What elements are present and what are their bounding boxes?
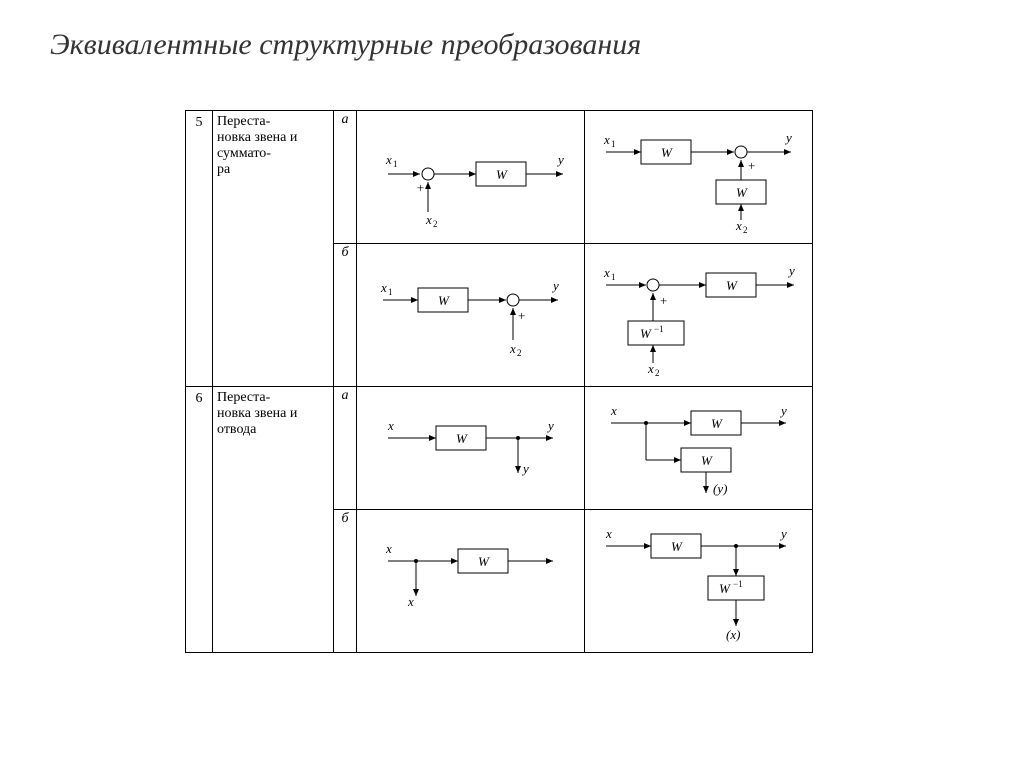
svg-text:y: y <box>787 263 795 278</box>
svg-text:x: x <box>647 361 654 376</box>
svg-text:W: W <box>661 145 673 160</box>
svg-text:W: W <box>496 167 508 182</box>
svg-text:x: x <box>735 218 742 233</box>
svg-text:2: 2 <box>743 225 748 235</box>
svg-text:+: + <box>748 158 755 173</box>
svg-text:y: y <box>779 526 787 541</box>
row-desc: Переста-новка звена и суммато-ра <box>213 111 334 387</box>
svg-text:−1: −1 <box>733 579 743 589</box>
svg-text:W: W <box>701 453 713 468</box>
svg-text:y: y <box>551 278 559 293</box>
page-title: Эквивалентные структурные преобразования <box>0 0 1024 62</box>
svg-text:+: + <box>416 180 425 195</box>
svg-text:1: 1 <box>388 287 393 297</box>
svg-text:−1: −1 <box>654 324 664 334</box>
svg-text:W: W <box>711 416 723 431</box>
transforms-table: 5 Переста-новка звена и суммато-ра а x1 … <box>185 110 813 653</box>
svg-text:2: 2 <box>433 219 438 229</box>
svg-text:x: x <box>605 526 612 541</box>
diagram-6b-left: x x W <box>357 510 585 653</box>
svg-text:1: 1 <box>393 159 398 169</box>
svg-text:2: 2 <box>517 348 522 358</box>
svg-text:W: W <box>736 185 748 200</box>
svg-text:x: x <box>610 403 617 418</box>
svg-text:y: y <box>546 418 554 433</box>
svg-text:x: x <box>380 280 387 295</box>
svg-text:(y): (y) <box>713 481 727 496</box>
svg-text:1: 1 <box>611 139 616 149</box>
svg-text:x: x <box>385 152 392 167</box>
svg-text:x: x <box>425 212 432 227</box>
svg-text:y: y <box>556 152 564 167</box>
diagram-5b-left: x1 W y + x2 <box>357 244 585 387</box>
diagram-5a-left: x1 + x2 W y <box>357 111 585 244</box>
row-num: 6 <box>186 387 213 653</box>
diagram-5a-right: x1 W y x2 W + <box>585 111 813 244</box>
diagram-6a-right: x W y W (y) <box>585 387 813 510</box>
svg-text:1: 1 <box>611 272 616 282</box>
svg-text:(x): (x) <box>726 627 740 642</box>
sub-label: б <box>334 510 357 653</box>
row-desc: Переста-новка звена и отвода <box>213 387 334 653</box>
sub-label: а <box>334 111 357 244</box>
svg-text:y: y <box>779 403 787 418</box>
svg-text:x: x <box>387 418 394 433</box>
svg-text:y: y <box>784 130 792 145</box>
svg-text:+: + <box>660 293 667 308</box>
diagram-5b-right: x1 W y x2 W−1 + <box>585 244 813 387</box>
svg-text:y: y <box>521 461 529 476</box>
svg-text:x: x <box>603 132 610 147</box>
svg-text:W: W <box>456 431 468 446</box>
svg-text:W: W <box>640 326 652 341</box>
svg-text:W: W <box>726 278 738 293</box>
svg-text:x: x <box>603 265 610 280</box>
svg-text:x: x <box>385 541 392 556</box>
svg-text:x: x <box>407 594 414 609</box>
sub-label: а <box>334 387 357 510</box>
svg-text:W: W <box>478 554 490 569</box>
svg-text:2: 2 <box>655 368 660 378</box>
diagram-6b-right: x W y W−1 (x) <box>585 510 813 653</box>
svg-text:x: x <box>509 341 516 356</box>
sub-label: б <box>334 244 357 387</box>
row-num: 5 <box>186 111 213 387</box>
svg-text:W: W <box>719 581 731 596</box>
diagram-6a-left: x W y y <box>357 387 585 510</box>
svg-text:W: W <box>671 539 683 554</box>
svg-text:W: W <box>438 293 450 308</box>
svg-text:+: + <box>518 308 525 323</box>
